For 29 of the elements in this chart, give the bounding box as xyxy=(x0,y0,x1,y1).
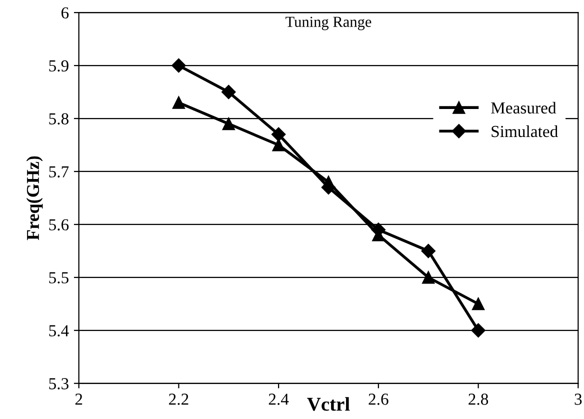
legend-label: Measured xyxy=(491,102,556,114)
point xyxy=(422,271,435,284)
point xyxy=(172,58,186,73)
y-tick-label: 5.9 xyxy=(49,60,68,72)
y-tick-label: 5.7 xyxy=(49,166,69,178)
point xyxy=(222,84,236,100)
point xyxy=(272,138,285,152)
legend-label: Simulated xyxy=(492,125,558,138)
chart-title: Tuning Range xyxy=(286,16,372,30)
y-axis-title: Freq(GHz) xyxy=(26,156,43,240)
x-tick-label: 2 xyxy=(75,394,82,405)
x-tick-label: 3 xyxy=(574,394,582,405)
y-tick-label: 5.5 xyxy=(49,272,68,284)
point xyxy=(172,96,185,109)
point xyxy=(421,244,436,258)
x-tick-label: 2.6 xyxy=(368,394,388,405)
point xyxy=(472,298,485,310)
point xyxy=(222,118,235,130)
y-tick-label: 5.3 xyxy=(49,378,68,390)
point xyxy=(471,323,486,338)
x-axis-title: Vctrl xyxy=(307,397,350,411)
x-tick-label: 2.8 xyxy=(468,394,488,405)
point xyxy=(271,127,286,142)
y-tick-label: 5.4 xyxy=(49,325,69,336)
y-tick-label: 6 xyxy=(62,7,69,19)
x-tick-label: 2.2 xyxy=(169,394,188,405)
x-tick-label: 2.4 xyxy=(268,394,289,405)
y-tick-label: 5.6 xyxy=(49,219,69,230)
y-tick-label: 5.8 xyxy=(49,113,68,125)
